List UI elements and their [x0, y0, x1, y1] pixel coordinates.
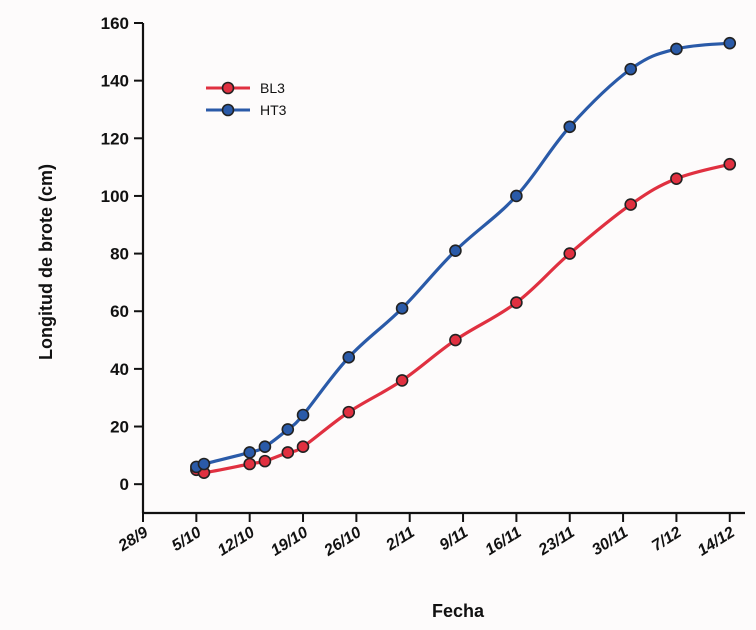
data-point — [258, 454, 272, 468]
series-ht3 — [190, 36, 737, 474]
data-point — [395, 374, 409, 387]
y-tick-label: 100 — [101, 187, 129, 206]
x-tick-label: 7/12 — [649, 524, 685, 555]
data-point — [243, 446, 256, 459]
x-tick-label: 14/12 — [695, 524, 738, 560]
y-tick-label: 20 — [110, 418, 129, 437]
data-point — [258, 440, 272, 454]
y-tick-label: 80 — [110, 245, 129, 264]
data-point — [342, 405, 356, 419]
series-line — [195, 162, 731, 475]
legend-marker — [221, 103, 235, 117]
x-tick-label: 12/10 — [215, 524, 258, 560]
data-point — [670, 172, 683, 185]
data-point — [243, 457, 256, 471]
y-tick-label: 120 — [101, 129, 129, 148]
x-tick-label: 30/11 — [589, 524, 631, 559]
series-bl3 — [190, 157, 737, 479]
legend-marker — [221, 81, 235, 95]
series-layer — [190, 36, 737, 479]
y-tick-label: 0 — [120, 475, 129, 494]
x-axis-title: Fecha — [432, 601, 485, 621]
x-tick-label: 5/10 — [169, 524, 205, 555]
legend-label: HT3 — [260, 102, 287, 118]
data-point — [281, 423, 295, 436]
data-point — [563, 247, 577, 260]
data-point — [395, 302, 409, 315]
data-point — [281, 446, 295, 459]
data-point — [510, 189, 523, 203]
y-tick-label: 60 — [110, 302, 129, 321]
data-point — [723, 157, 737, 171]
x-tick-label: 26/10 — [321, 524, 365, 560]
data-point — [670, 42, 683, 56]
data-point — [510, 296, 523, 309]
data-point — [563, 120, 577, 134]
series-line — [195, 41, 730, 469]
data-point — [342, 351, 356, 364]
x-tick-label: 28/9 — [115, 524, 151, 556]
y-tick-label: 160 — [101, 14, 129, 33]
data-point — [449, 333, 462, 347]
legend-label: BL3 — [260, 80, 285, 96]
data-point — [624, 62, 637, 76]
data-point — [296, 440, 310, 454]
x-tick-label: 9/11 — [437, 524, 471, 554]
data-point — [449, 244, 462, 258]
data-point — [723, 36, 737, 50]
x-tick-label: 16/11 — [483, 524, 525, 559]
y-axis-title: Longitud de brote (cm) — [36, 164, 56, 360]
y-tick-label: 40 — [110, 360, 129, 379]
data-point — [197, 457, 211, 471]
data-point — [624, 198, 637, 211]
legend-item: HT3 — [206, 102, 287, 118]
data-point — [296, 408, 310, 422]
legend-item: BL3 — [206, 80, 285, 96]
x-tick-label: 19/10 — [268, 524, 311, 560]
y-tick-label: 140 — [101, 72, 129, 91]
x-tick-label: 23/11 — [535, 524, 578, 560]
x-tick-label: 2/11 — [383, 524, 418, 555]
